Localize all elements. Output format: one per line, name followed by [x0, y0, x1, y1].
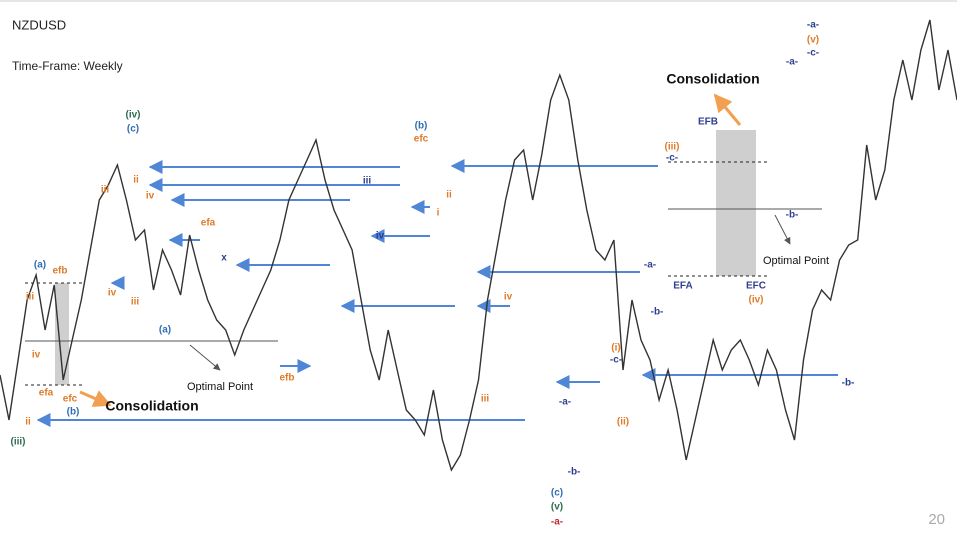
callout: Consolidation	[666, 71, 759, 87]
wave-label: (b)	[67, 407, 80, 418]
wave-label: (i)	[611, 343, 620, 354]
dashed-levels	[25, 161, 770, 386]
consolidation-box	[55, 283, 69, 385]
price-line	[0, 19, 957, 472]
wave-label: efa	[201, 218, 216, 229]
wave-label: -a-	[559, 397, 571, 408]
callout: Consolidation	[105, 398, 198, 414]
wave-label: (iv)	[749, 295, 764, 306]
wave-label: -a-	[551, 517, 563, 528]
wave-label: iv	[504, 292, 513, 303]
wave-label: -b-	[786, 210, 799, 221]
wave-label: ii	[446, 190, 452, 201]
arrows	[36, 159, 838, 427]
wave-label: iii	[481, 394, 490, 405]
wave-label: EFB	[698, 117, 718, 128]
wave-label: -c-	[807, 48, 819, 59]
wave-label: (v)	[807, 35, 819, 46]
wave-label: (c)	[551, 488, 563, 499]
consolidation-arrows	[79, 93, 742, 407]
wave-label: (iii)	[11, 437, 26, 448]
wave-label: -b-	[842, 378, 855, 389]
wave-label: ii	[25, 417, 31, 428]
wave-label: iii	[101, 185, 110, 196]
wave-label: ii	[133, 175, 139, 186]
wave-label: i	[437, 208, 440, 219]
wave-label: iii	[363, 176, 372, 187]
wave-label: -a-	[786, 57, 798, 68]
consolidation-box	[716, 130, 756, 276]
wave-label: x	[221, 253, 227, 264]
wave-label: (ii)	[617, 417, 629, 428]
wave-label: -b-	[651, 307, 664, 318]
wave-label: efb	[53, 266, 68, 277]
wave-label: -c-	[610, 355, 622, 366]
wave-label: (b)	[415, 121, 428, 132]
wave-label: (a)	[34, 260, 46, 271]
wave-label: efc	[63, 394, 78, 405]
wave-label: iv	[108, 288, 117, 299]
callout: Optimal Point	[187, 381, 253, 393]
wave-label: iii	[26, 292, 35, 303]
wave-label: (c)	[127, 124, 139, 135]
wave-label: -a-	[644, 260, 656, 271]
wave-label: EFA	[673, 281, 692, 292]
pointer-arrows	[189, 214, 791, 371]
callout: Optimal Point	[763, 255, 829, 267]
wave-label: (iv)	[126, 110, 141, 121]
wave-label: iv	[32, 350, 41, 361]
subtitle: Time-Frame: Weekly	[12, 59, 123, 73]
wave-label: iv	[376, 231, 385, 242]
wave-label: iv	[146, 191, 155, 202]
wave-label: iii	[131, 297, 140, 308]
wave-label: (iii)	[665, 142, 680, 153]
wave-label: EFC	[746, 281, 766, 292]
title: NZDUSD	[12, 17, 66, 32]
wave-label: efc	[414, 134, 429, 145]
wave-label: efb	[280, 373, 295, 384]
wave-label: -b-	[568, 467, 581, 478]
wave-label: (a)	[159, 325, 171, 336]
page-number: 20	[928, 511, 945, 528]
wave-label: -c-	[666, 153, 678, 164]
wave-label: (v)	[551, 502, 563, 513]
wave-label: efa	[39, 388, 54, 399]
wave-label: -a-	[807, 20, 819, 31]
